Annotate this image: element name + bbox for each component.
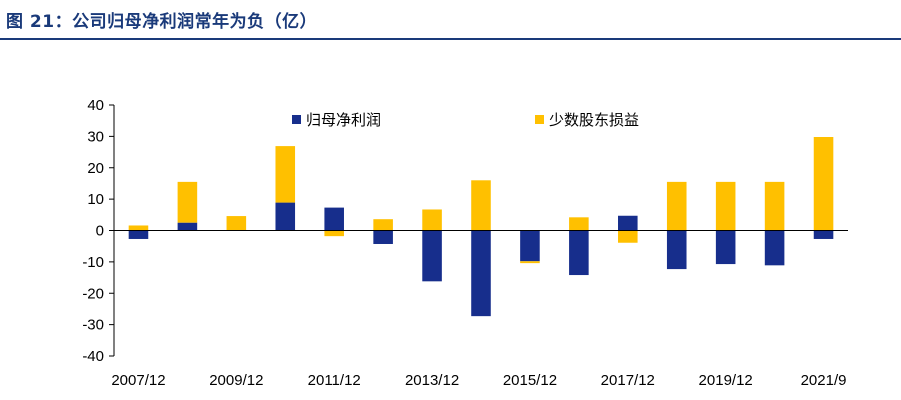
bar-net-profit-2021-9	[813, 230, 834, 239]
bar-minority-2018-12	[666, 181, 687, 231]
y-ticks-group: 40 30 20 10 0 -10 -20 -30 -40	[82, 97, 114, 365]
x-ticks-group: 2007/12 2009/12 2011/12 2013/12 2015/12 2017/…	[111, 372, 846, 389]
bar-minority-2008-12	[177, 181, 198, 223]
y-tick-label: 0	[96, 223, 104, 240]
bar-minority-2019-12	[715, 181, 736, 231]
bar-net-profit-2015-12	[520, 230, 540, 262]
legend-label-net-profit: 归母净利润	[306, 111, 381, 129]
bar-net-profit-2012-12	[373, 230, 393, 244]
x-tick-label: 2017/12	[601, 372, 655, 389]
x-tick-label: 2015/12	[503, 372, 557, 389]
y-tick-label: -40	[82, 348, 104, 365]
bar-minority-2014-12	[471, 180, 491, 231]
x-tick-label: 2011/12	[308, 372, 361, 389]
page-title: 图 21：公司归母净利润常年为负（亿）	[6, 12, 318, 32]
bar-net-profit-2017-12	[618, 215, 638, 231]
bars-group	[128, 137, 834, 317]
bar-minority-2016-12	[569, 217, 589, 231]
x-tick-label: 2007/12	[111, 372, 165, 389]
x-tick-label: 2013/12	[405, 372, 459, 389]
y-tick-label: 40	[87, 97, 104, 114]
x-tick-label: 2021/9	[801, 372, 847, 389]
bar-minority-2010-12	[275, 146, 296, 203]
y-tick-label: 20	[87, 160, 104, 177]
legend-label-minority: 少数股东损益	[549, 111, 639, 129]
bar-minority-2012-12	[373, 219, 393, 231]
bar-minority-2013-12	[422, 209, 442, 231]
x-tick-label: 2019/12	[699, 372, 753, 389]
y-tick-label: -10	[82, 254, 104, 271]
y-tick-label: -20	[82, 285, 104, 302]
x-tick-label: 2009/12	[209, 372, 263, 389]
bar-minority-2015-12	[520, 261, 540, 264]
legend: 归母净利润 少数股东损益	[292, 111, 639, 129]
bar-net-profit-2014-12	[471, 230, 491, 317]
bar-minority-2021-9	[813, 137, 834, 231]
bar-minority-2009-12	[226, 216, 247, 231]
bar-net-profit-2019-12	[715, 230, 736, 265]
bar-net-profit-2018-12	[666, 230, 687, 270]
y-tick-label: -30	[82, 317, 104, 334]
bar-minority-2020-12	[764, 181, 785, 231]
bar-minority-2011-12	[324, 230, 344, 237]
bar-minority-2007-12	[128, 225, 149, 231]
bar-net-profit-2010-12	[275, 202, 296, 231]
bar-net-profit-2013-12	[422, 230, 442, 282]
legend-swatch-net-profit	[292, 115, 301, 124]
bar-minority-2017-12	[618, 230, 638, 243]
bar-net-profit-2016-12	[569, 230, 589, 276]
bar-net-profit-2011-12	[324, 207, 344, 231]
title-divider	[0, 38, 901, 40]
y-tick-label: 30	[87, 128, 104, 145]
legend-swatch-minority	[535, 115, 544, 124]
bar-net-profit-2008-12	[177, 222, 198, 231]
bar-net-profit-2007-12	[128, 230, 149, 239]
bar-net-profit-2020-12	[764, 230, 785, 266]
y-tick-label: 10	[87, 191, 104, 208]
